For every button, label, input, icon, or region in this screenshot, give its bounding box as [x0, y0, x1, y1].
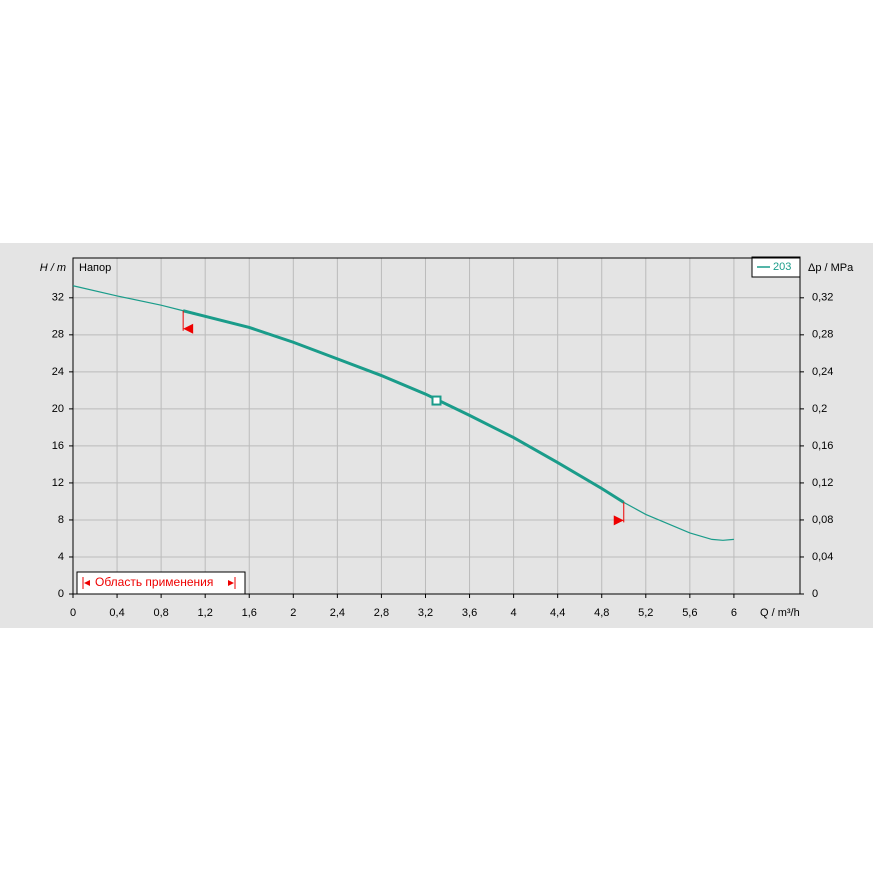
y-tick-label: 0 — [58, 588, 64, 600]
y2-tick-label: 0,24 — [812, 366, 833, 378]
plot-area — [72, 257, 801, 595]
duty-range-line — [182, 309, 625, 504]
range-limit-arrow — [183, 323, 194, 334]
x-tick-label: 0,8 — [153, 607, 168, 619]
x-tick-label: 3,2 — [418, 607, 433, 619]
x-tick-label: 2,4 — [330, 607, 345, 619]
legend: 203 — [751, 256, 801, 278]
x-tick-label: 4,4 — [550, 607, 565, 619]
x-tick-label: 2,8 — [374, 607, 389, 619]
y-tick-label: 32 — [52, 292, 64, 304]
y-tick-label: 24 — [52, 366, 64, 378]
application-range-box: Область применения — [76, 571, 246, 595]
x-tick-label: 4,8 — [594, 607, 609, 619]
y-axis-label: H / m — [40, 262, 66, 274]
x-tick-label: 4 — [511, 607, 517, 619]
subtitle: Напор — [79, 262, 111, 274]
y-tick-label: 28 — [52, 329, 64, 341]
chart-band — [0, 243, 873, 628]
y2-tick-label: 0,32 — [812, 292, 833, 304]
annotation: Область применения — [95, 575, 213, 589]
operating-point — [431, 395, 442, 406]
y2-tick-label: 0,2 — [812, 403, 827, 415]
x-axis-label: Q / m³/h — [760, 607, 800, 619]
x-tick-label: 6 — [731, 607, 737, 619]
y-tick-label: 4 — [58, 551, 64, 563]
y2-tick-label: 0,04 — [812, 551, 833, 563]
y-tick-label: 20 — [52, 403, 64, 415]
x-tick-label: 5,2 — [638, 607, 653, 619]
x-tick-label: 1,2 — [198, 607, 213, 619]
x-tick-label: 5,6 — [682, 607, 697, 619]
y-tick-label: 8 — [58, 514, 64, 526]
range-arrow — [84, 580, 90, 586]
x-tick-label: 0,4 — [109, 607, 124, 619]
y2-tick-label: 0 — [812, 588, 818, 600]
x-tick-label: 1,6 — [242, 607, 257, 619]
y2-tick-label: 0,08 — [812, 514, 833, 526]
y2-tick-label: 0,28 — [812, 329, 833, 341]
x-tick-label: 2 — [290, 607, 296, 619]
x-tick-label: 0 — [70, 607, 76, 619]
y2-tick-label: 0,16 — [812, 440, 833, 452]
y2-tick-label: 0,12 — [812, 477, 833, 489]
range-limit-arrow — [613, 515, 624, 526]
y2-axis-label: Δp / MPa — [808, 262, 854, 274]
range-arrow — [228, 580, 234, 586]
legend-label: 203 — [773, 261, 791, 273]
y-tick-label: 12 — [52, 477, 64, 489]
y-tick-label: 16 — [52, 440, 64, 452]
x-tick-label: 3,6 — [462, 607, 477, 619]
